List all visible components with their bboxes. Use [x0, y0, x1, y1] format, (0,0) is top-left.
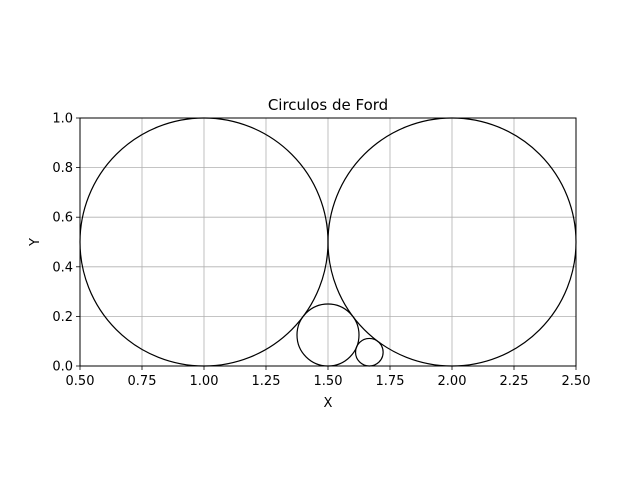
axis-ticks: 0.50 0.75 1.00 1.25 1.50 1.75 2.00 2.25 2.50 0.0 0… — [52, 112, 590, 390]
x-axis-label: X — [324, 396, 333, 411]
y-tick-label: 0.8 — [52, 161, 73, 176]
x-tick-label: 2.25 — [500, 374, 529, 389]
y-tick-label: 0.2 — [52, 310, 73, 325]
x-tick-label: 1.25 — [252, 374, 281, 389]
x-tick-label: 1.00 — [190, 374, 219, 389]
y-axis-label: Y — [28, 238, 43, 247]
x-tick-label: 0.50 — [66, 374, 95, 389]
y-tick-label: 0.6 — [52, 211, 73, 226]
x-tick-label: 2.00 — [438, 374, 467, 389]
x-tick-label: 1.75 — [376, 374, 405, 389]
chart-title: Circulos de Ford — [268, 96, 388, 114]
y-tick-label: 0.0 — [52, 360, 73, 375]
x-tick-label: 2.50 — [562, 374, 591, 389]
x-tick-label: 1.50 — [314, 374, 343, 389]
y-tick-label: 1.0 — [52, 112, 73, 127]
x-tick-label: 0.75 — [128, 374, 157, 389]
y-tick-label: 0.4 — [52, 260, 73, 275]
